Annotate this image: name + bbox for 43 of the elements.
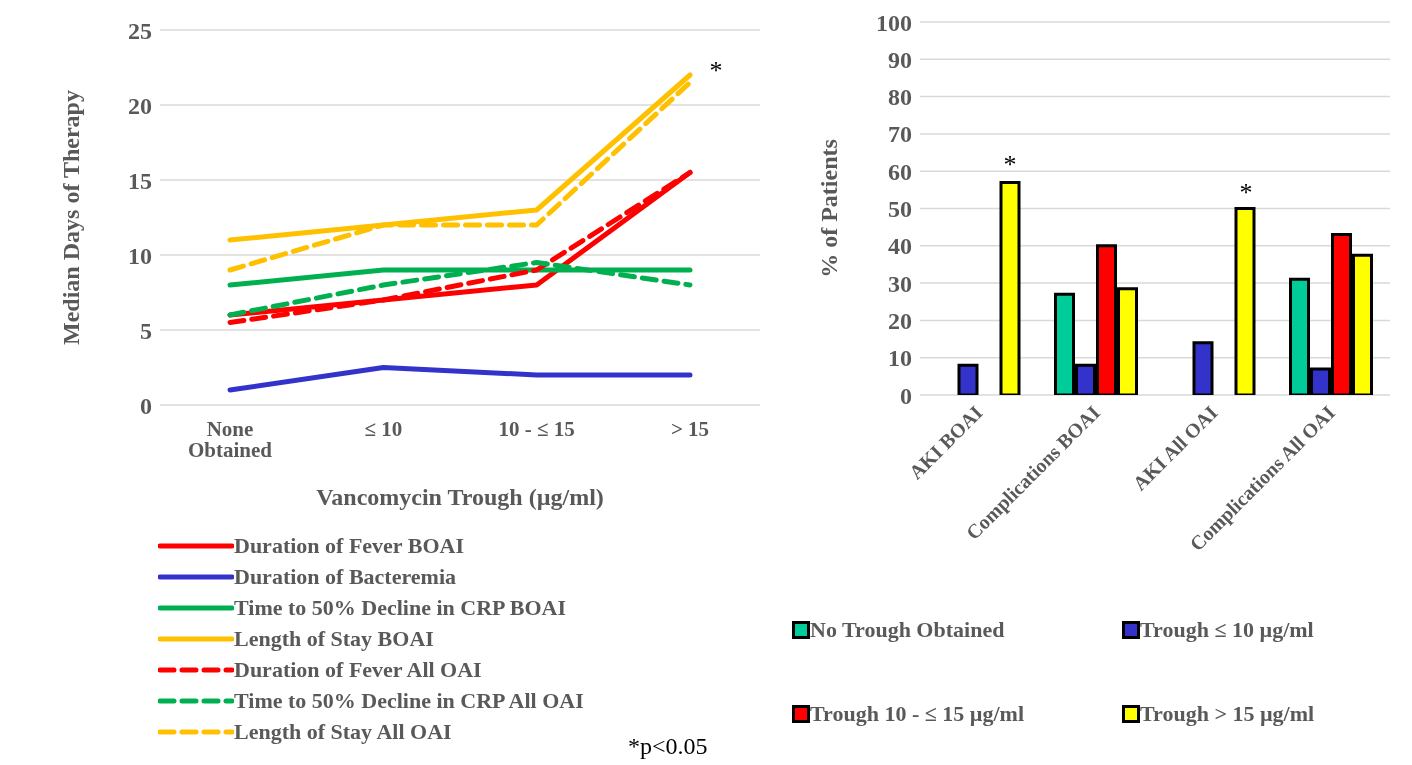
legend-label: Length of Stay All OAI	[234, 718, 452, 745]
bar	[957, 363, 979, 395]
x-tick-label: ≤ 10	[364, 416, 403, 441]
y-tick-label: 0	[900, 382, 912, 409]
y-tick-label: 20	[128, 92, 152, 119]
y-tick-label: 15	[128, 167, 152, 194]
y-tick-label: 10	[888, 345, 912, 372]
y-tick-label: 60	[888, 158, 912, 185]
bar	[1192, 341, 1214, 395]
legend-label: Time to 50% Decline in CRP BOAI	[234, 594, 567, 621]
y-tick-label: 20	[888, 307, 912, 334]
y-tick-label: 100	[876, 9, 912, 36]
legend-label: Time to 50% Decline in CRP All OAI	[234, 687, 584, 714]
x-tick-label: > 15	[670, 416, 710, 441]
legend-label: Length of Stay BOAI	[234, 625, 434, 652]
legend-label: Trough > 15 µg/ml	[1140, 701, 1315, 727]
x-tick-label: 10 - ≤ 15	[498, 416, 575, 441]
y-tick-label: 40	[888, 233, 912, 260]
y-axis-title: % of Patients	[815, 139, 842, 278]
legend-label: Trough 10 - ≤ 15 µg/ml	[810, 701, 1025, 727]
y-tick-label: 50	[888, 196, 912, 223]
x-axis-title: Vancomycin Trough (µg/ml)	[316, 484, 604, 510]
y-tick-label: 90	[888, 46, 912, 73]
legend-label: Duration of Fever BOAI	[234, 532, 464, 559]
bar	[999, 180, 1021, 395]
legend-label: Duration of Bacteremia	[234, 563, 456, 590]
legend-label: Duration of Fever All OAI	[234, 656, 482, 683]
y-tick-label: 5	[140, 317, 152, 344]
annotation: *	[1238, 178, 1254, 208]
annotation: *	[1002, 150, 1018, 180]
x-tick-label: None Obtained	[187, 416, 273, 462]
y-tick-label: 10	[128, 242, 152, 269]
y-tick-label: 80	[888, 84, 912, 111]
y-tick-label: 25	[128, 17, 152, 44]
y-tick-label: 30	[888, 270, 912, 297]
annotation: *	[709, 56, 723, 85]
legend-label: No Trough Obtained	[810, 617, 1005, 643]
bar	[1234, 207, 1256, 395]
legend-label: Trough ≤ 10 µg/ml	[1140, 617, 1314, 643]
y-tick-label: 0	[140, 392, 152, 419]
y-axis-title: Median Days of Therapy	[57, 90, 84, 345]
y-tick-label: 70	[888, 121, 912, 148]
text: *p<0.05	[628, 733, 708, 760]
